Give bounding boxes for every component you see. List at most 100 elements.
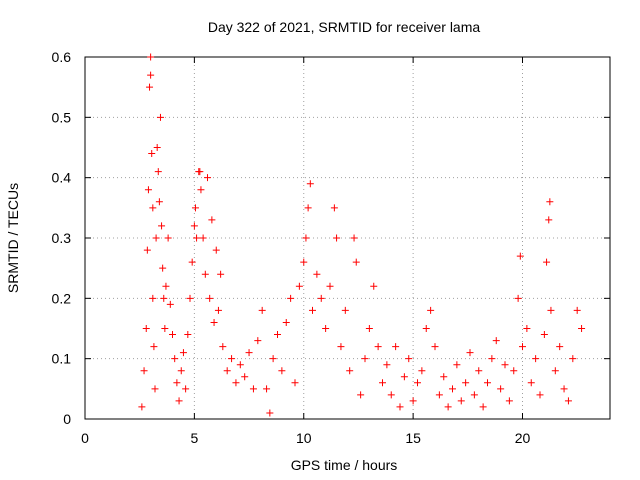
data-point (159, 264, 167, 272)
y-axis-label: SRMTID / TECUs (5, 183, 21, 293)
data-point (158, 222, 166, 230)
data-point (149, 204, 157, 212)
data-point (241, 373, 249, 381)
data-point (164, 234, 172, 242)
data-point (470, 391, 478, 399)
data-point (171, 355, 179, 363)
data-point (155, 198, 163, 206)
data-point (409, 397, 417, 405)
data-point (162, 282, 170, 290)
data-point (142, 325, 150, 332)
data-point (147, 53, 155, 61)
x-tick-label: 15 (405, 430, 421, 446)
data-point (169, 331, 176, 339)
data-point (414, 379, 421, 387)
data-point (545, 216, 553, 224)
data-point (374, 343, 382, 351)
x-tick-label: 0 (81, 430, 89, 446)
data-point (440, 373, 448, 381)
data-point (457, 397, 465, 405)
data-point (179, 349, 187, 357)
y-tick-label: 0.3 (52, 230, 72, 246)
data-point (492, 337, 500, 345)
y-tick-label: 0.6 (52, 49, 72, 65)
data-point (201, 270, 209, 278)
data-point (152, 234, 160, 242)
data-point (302, 234, 310, 242)
data-point (147, 71, 155, 79)
data-point (383, 361, 391, 369)
data-point (199, 234, 207, 242)
data-point (160, 294, 168, 302)
plot-frame (84, 56, 611, 420)
data-point (188, 258, 196, 266)
data-point (346, 367, 354, 375)
data-point (151, 385, 159, 393)
y-tick-label: 0 (63, 411, 71, 427)
data-point (475, 367, 483, 375)
data-point (326, 282, 334, 290)
data-point (182, 385, 190, 393)
data-point (322, 325, 330, 332)
data-point (357, 391, 365, 399)
data-point (306, 180, 314, 188)
data-point (527, 379, 535, 387)
data-point (546, 198, 554, 206)
data-point (418, 367, 426, 375)
data-point (190, 222, 198, 230)
data-point (466, 349, 474, 357)
data-point (153, 144, 161, 151)
data-point (536, 391, 544, 399)
data-point (551, 367, 559, 375)
data-point (361, 355, 369, 363)
data-point (143, 246, 151, 254)
data-point (196, 168, 204, 176)
data-point (462, 379, 470, 387)
data-point (313, 270, 321, 278)
data-point (148, 150, 156, 158)
data-point (484, 379, 491, 387)
data-point (282, 318, 290, 326)
data-point (532, 355, 540, 363)
data-point (236, 361, 244, 369)
data-point (263, 385, 271, 393)
data-point (427, 306, 435, 314)
data-point (540, 331, 548, 339)
data-point (523, 325, 531, 332)
data-point (304, 204, 312, 212)
data-point (431, 343, 439, 351)
data-point (138, 403, 146, 411)
data-point (212, 246, 220, 254)
data-point (214, 306, 222, 314)
data-point (219, 343, 227, 351)
data-point (186, 294, 194, 302)
data-point (206, 294, 214, 302)
data-point (287, 294, 295, 302)
data-point (146, 83, 154, 91)
data-point (547, 306, 555, 314)
data-point (352, 258, 360, 266)
data-point (444, 403, 452, 411)
data-point (350, 234, 358, 242)
y-tick-label: 0.2 (52, 290, 72, 306)
data-point (217, 270, 225, 278)
data-point (309, 306, 316, 314)
data-point (560, 385, 568, 393)
data-point (232, 379, 240, 387)
chart-title: Day 322 of 2021, SRMTID for receiver lam… (208, 19, 481, 35)
data-point (379, 379, 386, 387)
data-point (516, 252, 524, 260)
data-point (154, 168, 162, 176)
data-point (223, 367, 231, 375)
y-tick-label: 0.5 (52, 109, 72, 125)
data-point (510, 367, 518, 375)
data-point (400, 373, 408, 381)
data-point (166, 300, 174, 308)
data-point (140, 367, 148, 375)
data-point (435, 391, 443, 399)
data-point (514, 294, 522, 302)
data-point (191, 204, 199, 212)
data-point (370, 282, 378, 290)
data-point (488, 355, 496, 363)
data-point (291, 379, 299, 387)
